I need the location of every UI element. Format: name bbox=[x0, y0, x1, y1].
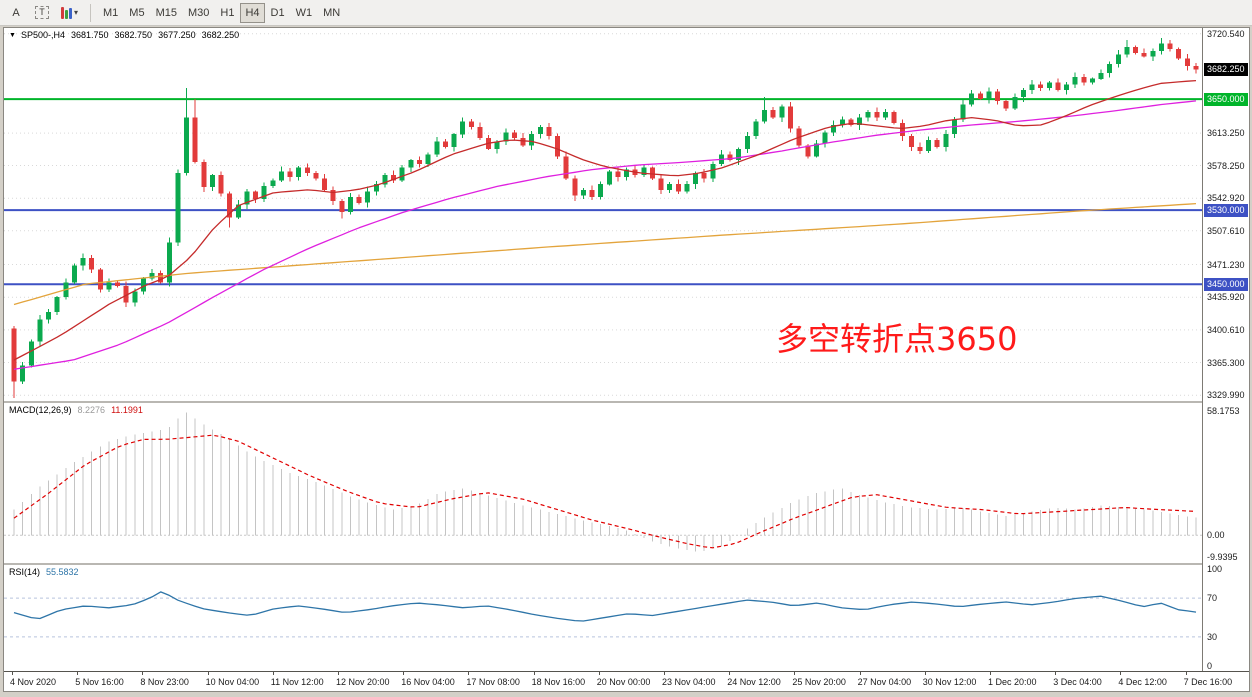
colors-tool-button[interactable]: ▾ bbox=[56, 3, 83, 23]
time-axis-label: 17 Nov 08:00 bbox=[466, 677, 520, 687]
time-axis-label: 30 Nov 12:00 bbox=[922, 677, 977, 687]
time-tick bbox=[598, 672, 600, 675]
time-tick bbox=[533, 672, 535, 675]
macd-chart-canvas[interactable] bbox=[4, 403, 1202, 563]
panel-splitter[interactable] bbox=[4, 563, 1249, 565]
time-axis-label: 3 Dec 04:00 bbox=[1053, 677, 1102, 687]
timeframe-d1-button[interactable]: D1 bbox=[266, 3, 290, 23]
time-tick bbox=[272, 672, 274, 675]
time-axis-label: 1 Dec 20:00 bbox=[988, 677, 1037, 687]
time-axis-label: 18 Nov 16:00 bbox=[531, 677, 586, 687]
time-axis-label: 8 Nov 23:00 bbox=[140, 677, 189, 687]
timeframe-h1-button[interactable]: H1 bbox=[215, 3, 239, 23]
candles-layer bbox=[11, 38, 1199, 398]
rsi-chart-canvas[interactable] bbox=[4, 565, 1202, 671]
time-tick bbox=[1185, 672, 1187, 675]
rsi-scale-label: 0 bbox=[1207, 661, 1213, 671]
price-tick-label: 3613.250 bbox=[1207, 128, 1245, 139]
time-tick bbox=[77, 672, 79, 675]
chevron-down-icon: ▾ bbox=[74, 8, 79, 17]
current-price-badge: 3682.250 bbox=[1204, 62, 1248, 76]
horizontal-levels-layer bbox=[4, 98, 1202, 286]
annotation-text: 多空转折点3650 bbox=[776, 320, 1017, 358]
time-axis-label: 16 Nov 04:00 bbox=[401, 677, 455, 687]
timeframe-mn-button[interactable]: MN bbox=[318, 3, 345, 23]
macd-scale-zero: 0.00 bbox=[1207, 530, 1225, 541]
price-axis[interactable]: 3720.540 3613.250 3578.250 3542.920 3507.610… bbox=[1202, 28, 1249, 671]
ma-fast-line bbox=[13, 79, 1197, 361]
chart-window: 多空转折点3650 ▼ SP500-,H4 3681.750 3682.750 … bbox=[3, 27, 1250, 692]
timeframe-m15-button[interactable]: M15 bbox=[151, 3, 182, 23]
text-tool-icon: T bbox=[35, 6, 49, 19]
price-tick-label: 3471.230 bbox=[1207, 259, 1245, 270]
macd-histogram-layer bbox=[13, 412, 1197, 552]
ma-mid-line bbox=[13, 100, 1197, 370]
time-tick bbox=[403, 672, 405, 675]
rsi-line bbox=[13, 591, 1197, 622]
level-price-badge: 3530.000 bbox=[1204, 203, 1248, 217]
rsi-scale-label: 100 bbox=[1207, 564, 1223, 574]
macd-panel[interactable]: MACD(12,26,9) 8.2276 11.1991 bbox=[4, 403, 1202, 563]
time-tick bbox=[924, 672, 926, 675]
macd-scale-max: 58.1753 bbox=[1207, 406, 1240, 417]
time-axis-label: 27 Nov 04:00 bbox=[857, 677, 912, 687]
time-axis-label: 24 Nov 12:00 bbox=[727, 677, 781, 687]
timeframe-group: M1 M5 M15 M30 H1 H4 D1 W1 MN bbox=[98, 2, 345, 23]
timeframe-m1-button[interactable]: M1 bbox=[98, 3, 123, 23]
time-tick bbox=[729, 672, 731, 675]
timeframe-m30-button[interactable]: M30 bbox=[183, 3, 214, 23]
timeframe-w1-button[interactable]: W1 bbox=[291, 3, 318, 23]
arrow-tool-label: A bbox=[12, 6, 20, 19]
price-tick-label: 3578.250 bbox=[1207, 160, 1245, 171]
time-tick bbox=[664, 672, 665, 675]
price-tick-label: 3435.920 bbox=[1207, 292, 1245, 303]
time-axis-label: 4 Nov 2020 bbox=[10, 677, 57, 687]
time-tick bbox=[794, 672, 796, 675]
price-chart-canvas[interactable]: 多空转折点3650 bbox=[4, 28, 1202, 401]
time-axis-label: 20 Nov 00:00 bbox=[596, 677, 651, 687]
time-tick bbox=[12, 672, 13, 675]
level-price-badge: 3650.000 bbox=[1204, 92, 1248, 106]
price-tick-label: 3507.610 bbox=[1207, 225, 1245, 236]
time-axis[interactable]: 4 Nov 2020 5 Nov 16:00 8 Nov 23:00 10 Nov 0… bbox=[4, 671, 1249, 691]
timeframe-h4-button[interactable]: H4 bbox=[240, 2, 265, 23]
time-axis-label: 23 Nov 04:00 bbox=[662, 677, 716, 687]
time-tick bbox=[1055, 672, 1057, 675]
toolbar-separator bbox=[90, 3, 92, 22]
price-tick-label: 3329.990 bbox=[1207, 390, 1245, 401]
price-panel[interactable]: 多空转折点3650 ▼ SP500-,H4 3681.750 3682.750 … bbox=[4, 28, 1202, 401]
timeframe-m5-button[interactable]: M5 bbox=[124, 3, 149, 23]
time-tick bbox=[468, 672, 470, 675]
rsi-scale-label: 70 bbox=[1207, 593, 1218, 604]
ma-slow-line bbox=[13, 202, 1197, 306]
time-tick bbox=[142, 672, 144, 675]
level-price-badge: 3450.000 bbox=[1204, 277, 1248, 291]
time-axis-label: 12 Nov 20:00 bbox=[336, 677, 390, 687]
time-axis-label: 5 Nov 16:00 bbox=[75, 677, 124, 687]
macd-signal-line bbox=[13, 434, 1197, 549]
arrow-tool-button[interactable]: A bbox=[4, 3, 28, 23]
time-tick bbox=[990, 672, 991, 675]
time-tick bbox=[859, 672, 861, 675]
text-tool-button[interactable]: T bbox=[30, 3, 54, 23]
rsi-scale-label: 30 bbox=[1207, 631, 1218, 642]
price-tick-label: 3720.540 bbox=[1207, 28, 1245, 39]
rsi-panel[interactable]: RSI(14) 55.5832 bbox=[4, 565, 1202, 671]
time-axis-label: 25 Nov 20:00 bbox=[792, 677, 846, 687]
time-axis-label: 10 Nov 04:00 bbox=[205, 677, 260, 687]
toolbar: A T ▾ M1 M5 M15 M30 H1 H4 D1 W1 MN bbox=[0, 0, 1252, 26]
macd-scale-min: -9.9395 bbox=[1207, 551, 1238, 562]
time-axis-label: 11 Nov 12:00 bbox=[270, 677, 324, 687]
price-tick-label: 3542.920 bbox=[1207, 193, 1245, 204]
price-tick-label: 3365.300 bbox=[1207, 357, 1245, 368]
time-tick bbox=[1120, 672, 1122, 675]
time-tick bbox=[207, 672, 209, 675]
time-axis-label: 7 Dec 16:00 bbox=[1183, 677, 1233, 687]
panel-splitter[interactable] bbox=[4, 401, 1249, 403]
time-tick bbox=[338, 672, 339, 675]
colors-icon bbox=[61, 6, 72, 19]
time-axis-label: 4 Dec 12:00 bbox=[1118, 677, 1167, 687]
price-tick-label: 3400.610 bbox=[1207, 324, 1245, 335]
